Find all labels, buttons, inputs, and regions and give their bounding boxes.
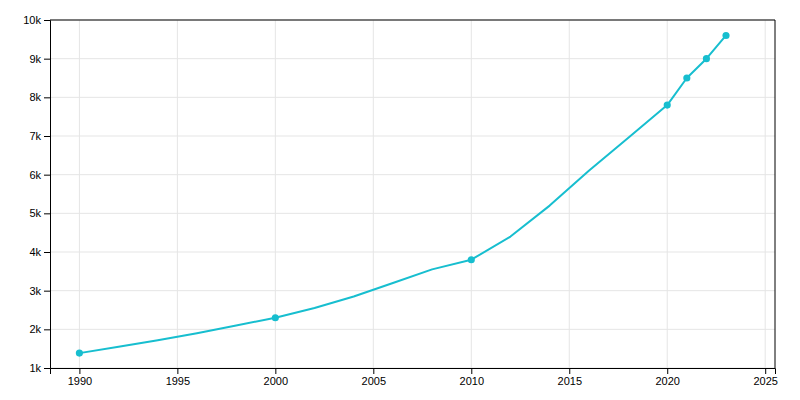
grid-line-y	[50, 329, 775, 330]
x-tick-mark	[177, 368, 178, 374]
plot-frame	[50, 20, 775, 21]
x-tick: 2010	[460, 368, 484, 387]
x-tick: 2020	[655, 368, 679, 387]
grid-line-y	[50, 20, 775, 21]
y-tick: 6k	[29, 169, 50, 181]
x-tick-mark	[373, 368, 374, 374]
marker	[722, 32, 729, 39]
y-tick: 9k	[29, 53, 50, 65]
y-tick-mark	[44, 213, 50, 214]
x-tick-mark	[471, 368, 472, 374]
x-tick-mark	[765, 368, 766, 374]
y-tick-label: 4k	[29, 246, 41, 258]
y-tick-label: 10k	[23, 14, 41, 26]
y-tick-label: 8k	[29, 91, 41, 103]
y-tick-label: 2k	[29, 323, 41, 335]
y-tick: 7k	[29, 130, 50, 142]
plot-frame	[775, 20, 776, 368]
x-tick-mark	[569, 368, 570, 374]
y-tick: 5k	[29, 207, 50, 219]
y-tick: 3k	[29, 285, 50, 297]
x-tick-label: 2000	[264, 375, 288, 387]
y-tick: 4k	[29, 246, 50, 258]
y-tick-mark	[44, 97, 50, 98]
y-tick: 10k	[23, 14, 50, 26]
grid-line-y	[50, 136, 775, 137]
marker	[468, 256, 475, 263]
y-tick-mark	[44, 59, 50, 60]
x-tick-label: 2025	[753, 375, 777, 387]
y-axis: 1k 2k 3k 4k 5k 6k 7k 8k 9k 10k	[23, 14, 50, 374]
grid-line-y	[50, 290, 775, 291]
x-tick-label: 2005	[362, 375, 386, 387]
x-tick-label: 1990	[68, 375, 92, 387]
grid-line-y	[50, 97, 775, 98]
x-tick-mark	[79, 368, 80, 374]
y-tick-mark	[44, 252, 50, 253]
x-tick: 2025	[753, 368, 777, 387]
y-axis-line	[44, 21, 51, 369]
y-tick-mark	[44, 329, 50, 330]
y-tick-mark	[44, 368, 50, 369]
y-tick-label: 3k	[29, 285, 41, 297]
y-tick: 8k	[29, 91, 50, 103]
grid-line-x	[569, 20, 570, 368]
y-tick-mark	[44, 20, 50, 21]
marker	[664, 101, 671, 108]
grid-line-x	[177, 20, 178, 368]
y-tick-mark	[44, 175, 50, 176]
x-tick-label: 2010	[460, 375, 484, 387]
grid-line-x	[667, 20, 668, 368]
x-tick-label: 2020	[655, 375, 679, 387]
x-tick: 2005	[362, 368, 386, 387]
x-tick-label: 1995	[166, 375, 190, 387]
y-tick-label: 9k	[29, 53, 41, 65]
grid-line-y	[50, 58, 775, 59]
y-tick: 1k	[29, 362, 50, 374]
y-tick-label: 7k	[29, 130, 41, 142]
marker	[683, 74, 690, 81]
x-tick: 2000	[264, 368, 288, 387]
y-tick-mark	[44, 136, 50, 137]
grid-line-x	[471, 20, 472, 368]
grid-line-y	[50, 213, 775, 214]
marker	[76, 350, 83, 357]
x-axis: 1990 1995 2000 2005 2010 2015 2020 2025	[51, 368, 778, 387]
grid	[50, 20, 775, 368]
chart: 1990 1995 2000 2005 2010 2015 2020 2025 1k 2k 3k 4k…	[0, 0, 800, 400]
grid-line-y	[50, 174, 775, 175]
grid-line-y	[50, 252, 775, 253]
y-tick-label: 5k	[29, 207, 41, 219]
marker	[272, 314, 279, 321]
x-tick: 1990	[68, 368, 92, 387]
x-axis-line	[51, 369, 776, 375]
y-tick-mark	[44, 291, 50, 292]
grid-line-x	[79, 20, 80, 368]
x-tick: 2015	[558, 368, 582, 387]
y-tick-label: 1k	[29, 362, 41, 374]
x-tick: 1995	[166, 368, 190, 387]
grid-line-x	[373, 20, 374, 368]
grid-line-x	[765, 20, 766, 368]
line	[79, 35, 726, 353]
plot-area	[76, 32, 730, 357]
y-tick: 2k	[29, 323, 50, 335]
marker	[703, 55, 710, 62]
x-tick-mark	[667, 368, 668, 374]
x-tick-label: 2015	[558, 375, 582, 387]
y-tick-label: 6k	[29, 169, 41, 181]
x-tick-mark	[275, 368, 276, 374]
